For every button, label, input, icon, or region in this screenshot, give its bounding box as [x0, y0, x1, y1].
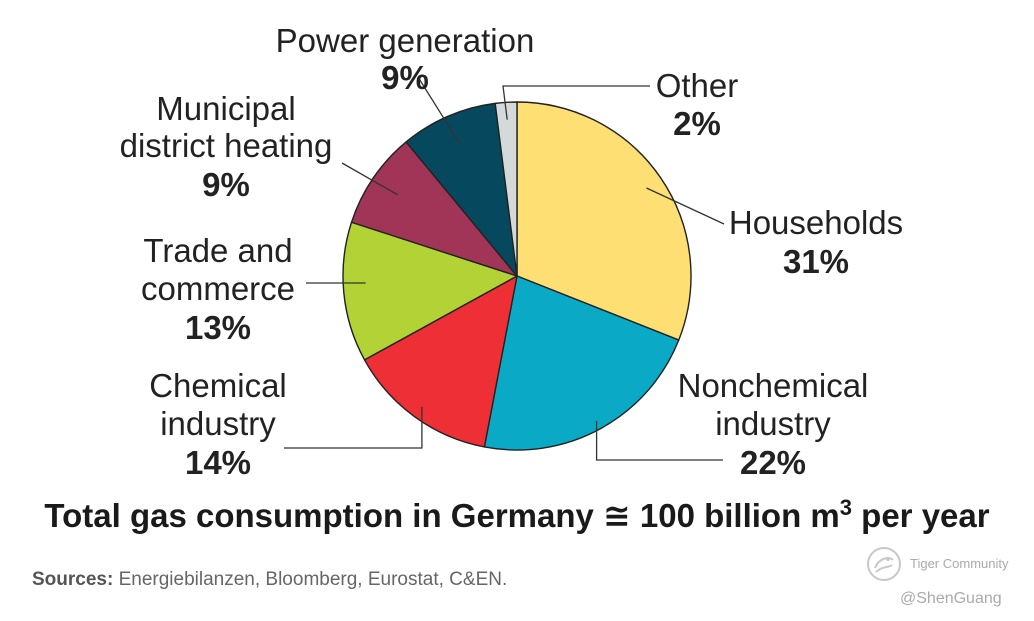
slice-households — [516, 101, 692, 341]
watermark-brand: Tiger Community — [910, 556, 1009, 571]
label-other-line-1: Other — [656, 67, 739, 104]
value-chemical-industry: 14% — [185, 444, 251, 481]
slice-labels: Households31%Nonchemicalindustry22%Chemi… — [120, 22, 904, 481]
label-nonchemical-industry-line-1: Nonchemical — [678, 367, 869, 404]
label-nonchemical-industry-line-2: industry — [715, 405, 831, 442]
slice-trade-and-commerce — [342, 221, 518, 361]
label-municipal-district-heating-line-2: district heating — [120, 127, 333, 164]
leader-lines — [284, 76, 725, 461]
sources-note: Sources: Energiebilanzen, Bloomberg, Eur… — [32, 569, 507, 591]
chart-title: Total gas consumption in Germany ≅ 100 b… — [44, 495, 990, 535]
leader-power-generation — [417, 76, 461, 144]
label-power-generation-line-1: Power generation — [276, 22, 535, 59]
slice-power-generation — [405, 102, 518, 277]
leader-other — [502, 85, 650, 120]
value-municipal-district-heating: 9% — [202, 166, 250, 203]
watermark-handle: @ShenGuang — [900, 590, 1002, 607]
label-trade-and-commerce-line-2: commerce — [141, 270, 295, 307]
slice-other — [494, 101, 518, 277]
pie-slices — [342, 101, 692, 451]
slice-nonchemical-industry — [483, 275, 680, 451]
label-chemical-industry-line-1: Chemical — [149, 367, 287, 404]
label-chemical-industry-line-2: industry — [160, 405, 276, 442]
sources-label: Sources: — [32, 569, 114, 590]
tiger-logo-icon — [867, 547, 901, 581]
value-power-generation: 9% — [381, 59, 429, 96]
slice-municipal-district-heating — [350, 141, 518, 277]
leader-municipal-district-heating — [341, 162, 398, 196]
slice-chemical-industry — [363, 275, 518, 448]
label-municipal-district-heating-line-1: Municipal — [156, 90, 295, 127]
leader-households — [646, 187, 725, 225]
sources-text: Energiebilanzen, Bloomberg, Eurostat, C&… — [113, 569, 508, 590]
value-nonchemical-industry: 22% — [740, 444, 806, 481]
value-trade-and-commerce: 13% — [185, 309, 251, 346]
leader-chemical-industry — [284, 406, 423, 449]
leader-nonchemical-industry — [595, 420, 723, 461]
label-households-line-1: Households — [729, 204, 903, 241]
value-other: 2% — [673, 105, 721, 142]
label-trade-and-commerce-line-1: Trade and — [143, 232, 292, 269]
value-households: 31% — [783, 243, 849, 280]
